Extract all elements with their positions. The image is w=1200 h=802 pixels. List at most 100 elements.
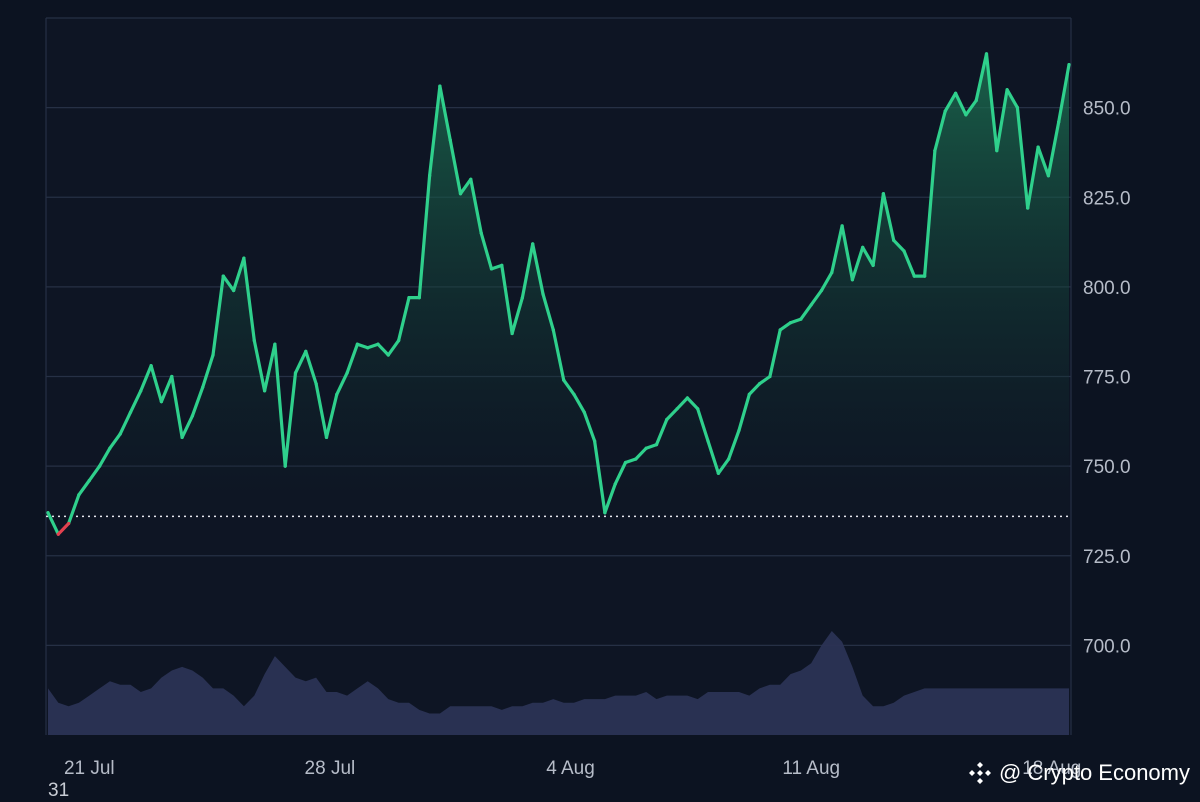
price-line-segment (108, 432, 122, 450)
price-point (685, 396, 690, 400)
price-line-segment (77, 478, 91, 497)
price-line-segment (572, 392, 586, 414)
price-point (500, 263, 504, 267)
price-line-segment (953, 91, 968, 117)
price-line-segment (727, 428, 741, 461)
price-point (273, 342, 277, 346)
price-point (758, 382, 762, 386)
price-point (809, 303, 813, 307)
price-point (912, 274, 916, 278)
price-point (902, 249, 906, 253)
price-line-segment (232, 256, 246, 293)
price-line-segment (665, 407, 679, 422)
price-point (324, 435, 329, 439)
price-point (871, 263, 875, 267)
price-point (892, 238, 896, 242)
price-line-segment (479, 231, 494, 271)
price-line-segment (242, 256, 256, 343)
price-point (56, 532, 60, 536)
price-line-segment (159, 374, 174, 404)
price-point (1067, 63, 1071, 67)
price-point (572, 392, 576, 396)
price-line-segment (881, 192, 896, 242)
price-line-segment (46, 511, 60, 536)
price-line-segment (582, 410, 597, 443)
price-point (1005, 88, 1009, 92)
price-point (943, 109, 947, 113)
price-point (428, 174, 432, 178)
price-line-segment (696, 407, 710, 443)
price-line-segment (469, 177, 483, 235)
price-point (263, 389, 267, 393)
price-point (974, 98, 978, 103)
price-line-segment (386, 339, 401, 357)
price-line-segment (675, 396, 690, 411)
price-line-segment (221, 274, 236, 293)
price-point (984, 52, 989, 56)
price-line-segment (458, 177, 473, 196)
price-point (613, 482, 617, 486)
price-line-segment (355, 342, 370, 350)
price-point (335, 392, 339, 396)
price-line-segment (850, 245, 865, 282)
price-line-segment (366, 342, 380, 350)
price-point (861, 245, 865, 249)
price-line-segment (922, 149, 937, 278)
price-point (232, 288, 236, 293)
price-point (458, 192, 463, 196)
price-point (314, 382, 318, 386)
price-point (1046, 174, 1050, 178)
x-tick-label: 21 Jul (64, 758, 115, 779)
price-line-segment (252, 339, 267, 393)
price-line-segment (118, 410, 133, 436)
price-line-segment (964, 98, 978, 117)
price-point (675, 407, 679, 411)
price-point (881, 192, 886, 196)
price-point (696, 407, 700, 411)
price-line-segment (324, 392, 339, 439)
price-point (840, 224, 844, 228)
price-point (923, 274, 927, 278)
price-line-segment (706, 439, 721, 475)
y-tick-label: 725.0 (1083, 547, 1131, 568)
price-point (159, 400, 163, 404)
price-line-segment (788, 317, 803, 325)
price-line-segment (489, 263, 504, 271)
price-point (531, 242, 535, 246)
price-point (221, 274, 225, 278)
price-point (520, 296, 525, 300)
price-point (1015, 106, 1020, 110)
y-axis-labels: 700.0 725.0 750.0 775.0 800.0 825.0 850.0 (1083, 99, 1131, 658)
price-line-segment (87, 464, 102, 483)
x-axis-corner-label: 31 (48, 780, 70, 801)
price-line-segment (417, 174, 432, 300)
price-point (551, 328, 555, 332)
price-point (489, 267, 494, 271)
price-point (582, 410, 586, 414)
price-point (747, 392, 751, 396)
price-line-segment (335, 371, 349, 396)
price-point (1036, 145, 1040, 149)
price-point (737, 428, 741, 432)
price-line-segment (737, 392, 751, 432)
price-line-segment (562, 378, 576, 396)
price-point (397, 339, 401, 343)
price-point (1057, 120, 1061, 124)
price-line-segment (984, 52, 999, 153)
price-line-segment (201, 353, 215, 389)
price-point (716, 471, 721, 475)
price-area-shape (48, 53, 1069, 535)
price-point (201, 385, 205, 389)
price-line-segment (304, 349, 318, 386)
price-point (964, 113, 968, 117)
price-point (933, 149, 937, 153)
price-point (149, 364, 153, 368)
price-point (293, 371, 298, 375)
price-line-segment (644, 443, 659, 450)
volume-shape (48, 631, 1069, 735)
price-line-segment (531, 242, 545, 296)
price-line-segment (902, 249, 916, 278)
price-point (819, 288, 824, 293)
price-line-segment (799, 303, 813, 321)
price-point (386, 353, 390, 357)
